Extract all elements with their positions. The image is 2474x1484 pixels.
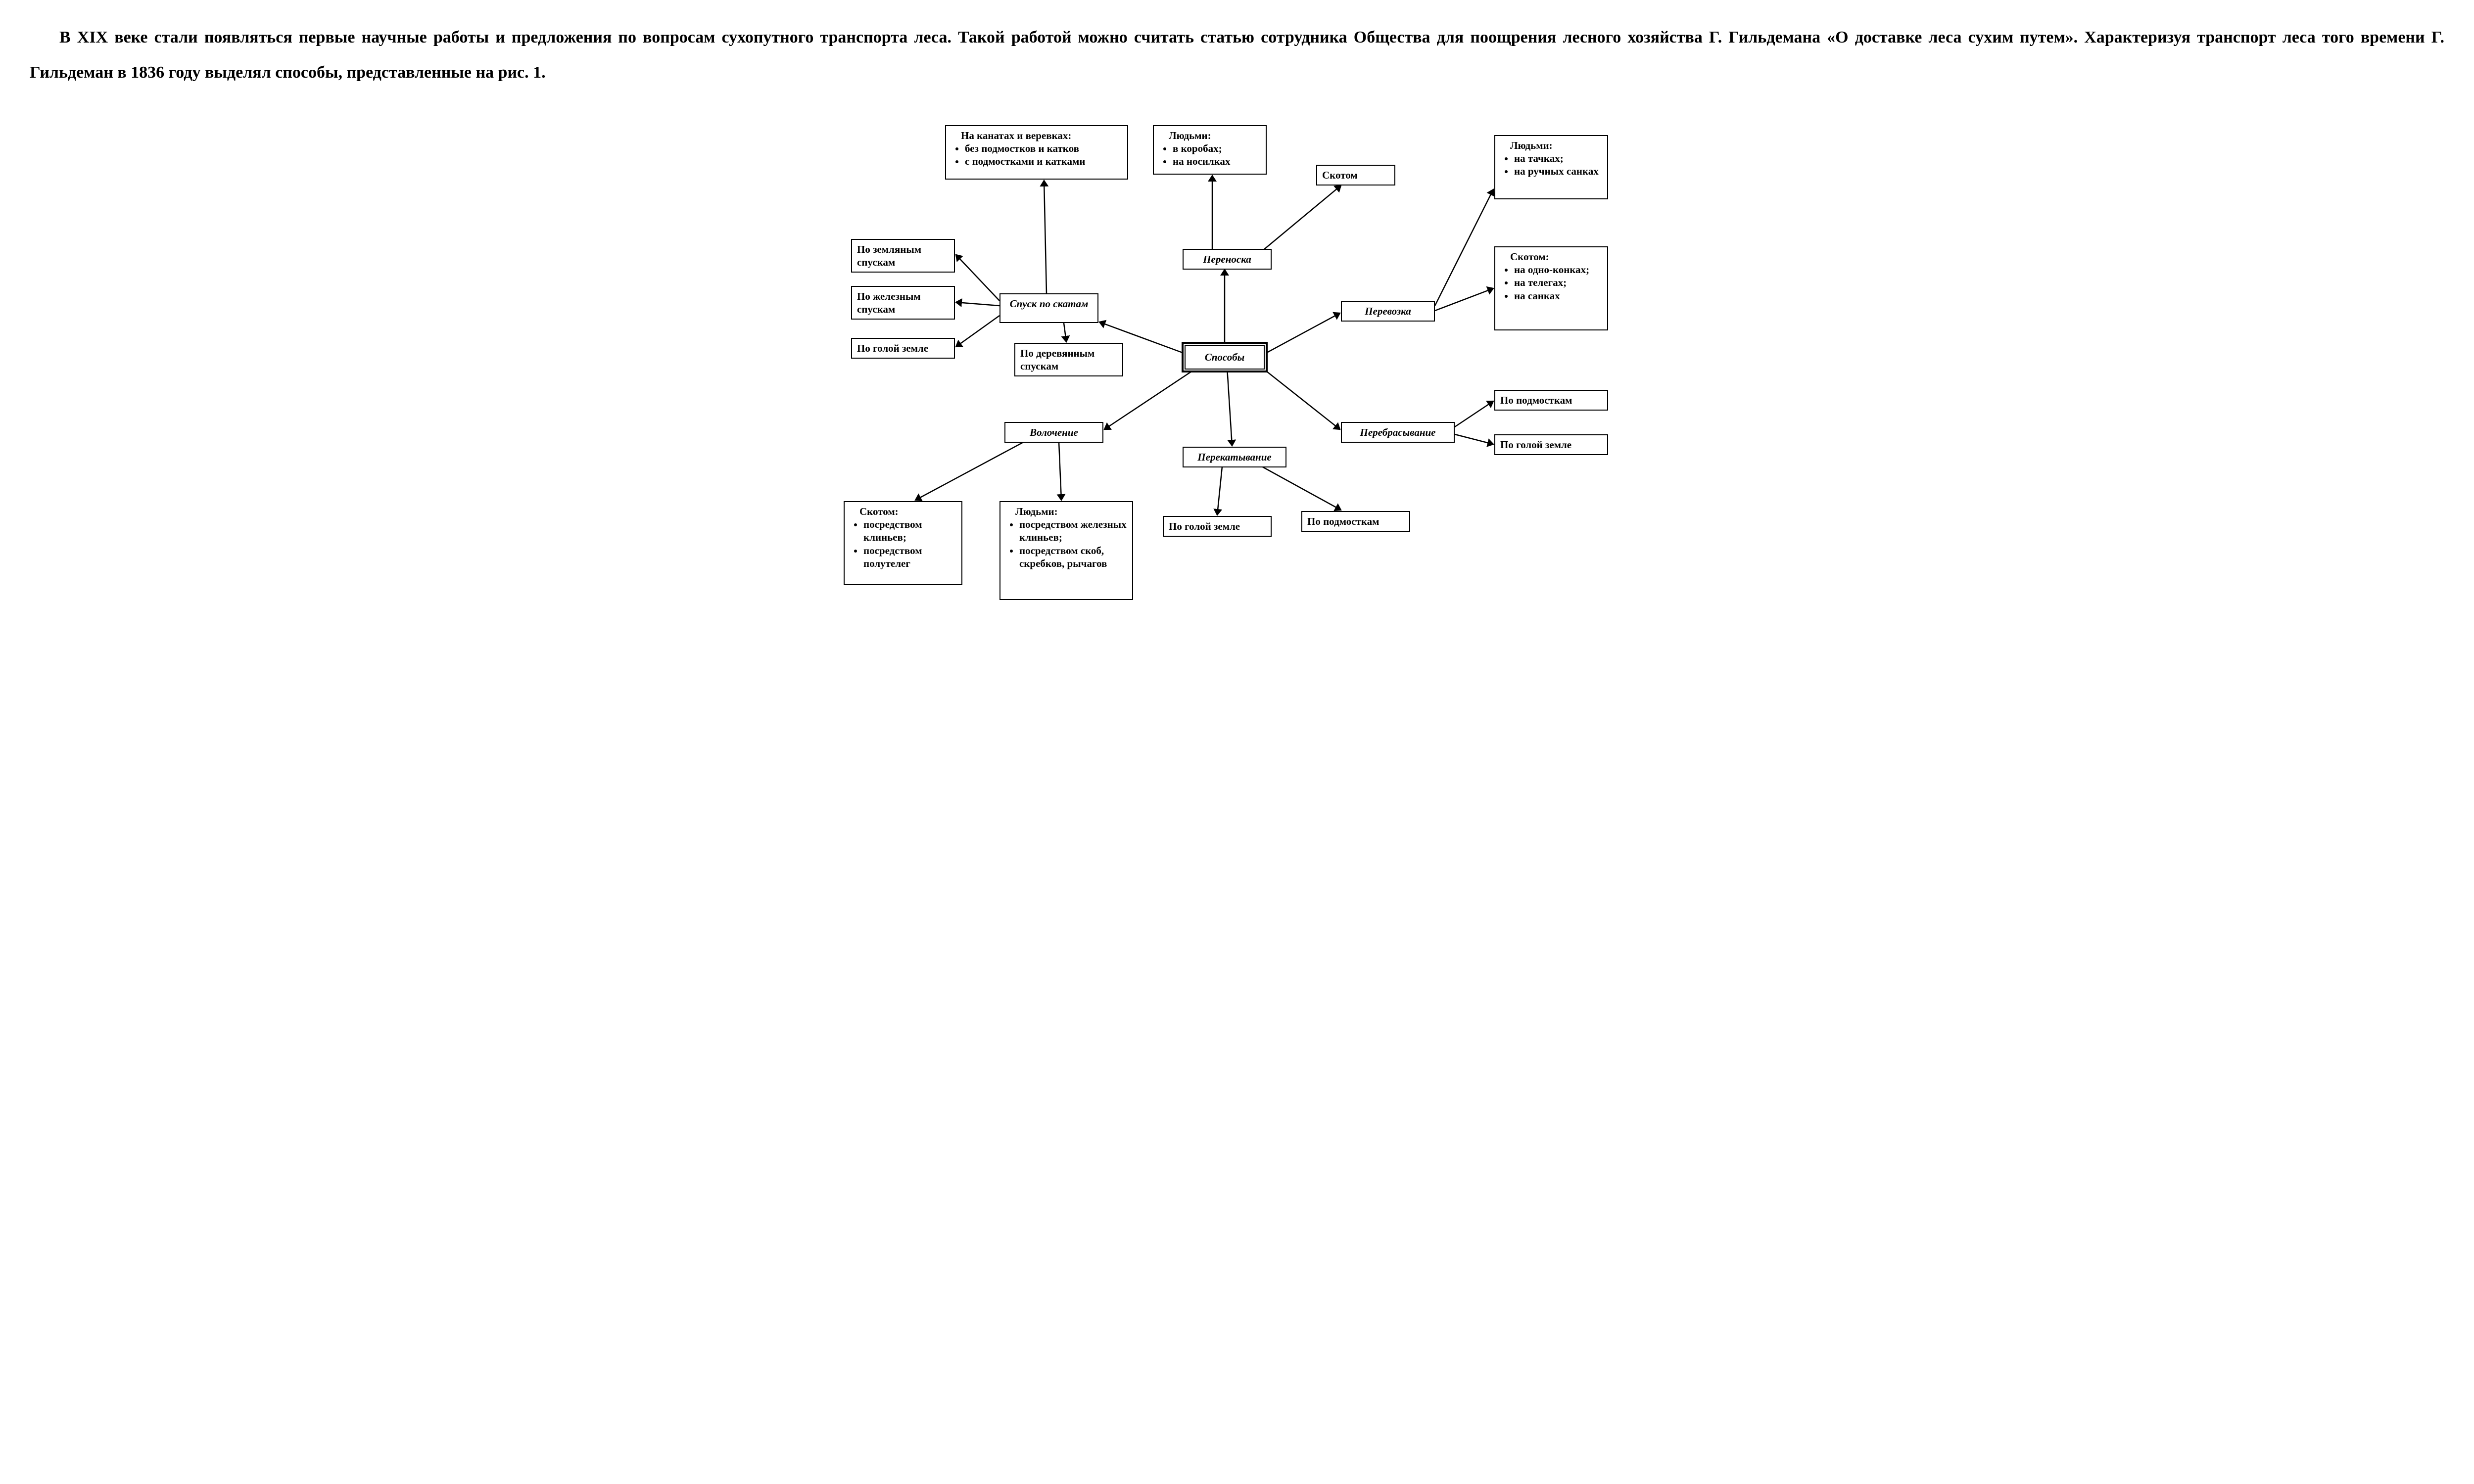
leaf-kanaty: На канатах и веревках: без подмостков и … xyxy=(945,125,1128,180)
node-perekatyvanie: Перекатывание xyxy=(1183,447,1286,467)
leaf-voloch-lyudi-b2: посредством скоб, скребков, рычагов xyxy=(1019,544,1127,570)
leaf-skotom: Скотом xyxy=(1316,165,1395,186)
leaf-goloi-1: По голой земле xyxy=(851,338,955,359)
leaf-perev-skot-b2: на телегах; xyxy=(1514,276,1602,289)
leaf-perev-skot-b1: на одно-конках; xyxy=(1514,263,1602,276)
leaf-perenoska-hdr: Людьми: xyxy=(1159,129,1261,142)
leaf-perevozka-lyudi: Людьми: на тачках; на ручных санках xyxy=(1494,135,1608,199)
leaf-perenoska-lyudi: Людьми: в коробах; на носилках xyxy=(1153,125,1267,175)
node-perenoska: Переноска xyxy=(1183,249,1272,270)
leaf-kanaty-b1: без подмостков и катков xyxy=(965,142,1122,155)
leaf-derev-spusk: По деревянным спускам xyxy=(1014,343,1123,377)
intro-paragraph: В XIX веке стали появляться первые научн… xyxy=(30,20,2444,91)
leaf-perenoska-b1: в коробах; xyxy=(1173,142,1261,155)
leaf-perev-lyudi-b1: на тачках; xyxy=(1514,152,1602,165)
leaf-zeml-spusk: По земляным спускам xyxy=(851,239,955,273)
leaf-voloch-skot-b1: посредством клиньев; xyxy=(863,518,956,544)
leaf-goloi-2: По голой земле xyxy=(1494,434,1608,455)
leaf-kanaty-hdr: На канатах и веревках: xyxy=(951,129,1122,142)
leaf-podmostkam-1: По подмосткам xyxy=(1494,390,1608,411)
node-spusk: Спуск по скатам xyxy=(999,293,1098,323)
leaf-voloch-lyudi: Людьми: посредством железных клиньев; по… xyxy=(999,501,1133,600)
leaf-kanaty-b2: с подмостками и катками xyxy=(965,155,1122,168)
leaf-perev-lyudi-hdr: Людьми: xyxy=(1500,139,1602,152)
leaf-goloi-3: По голой земле xyxy=(1163,516,1272,537)
leaf-perev-skot-hdr: Скотом: xyxy=(1500,250,1602,263)
node-root: Способы xyxy=(1183,343,1267,371)
leaf-perev-lyudi-b2: на ручных санках xyxy=(1514,165,1602,178)
leaf-perev-skot-b3: на санках xyxy=(1514,289,1602,302)
node-volochenie: Волочение xyxy=(1004,422,1103,443)
node-perevozka: Перевозка xyxy=(1341,301,1435,322)
leaf-voloch-skot-b2: посредством полутелег xyxy=(863,544,956,570)
leaf-perenoska-b2: на носилках xyxy=(1173,155,1261,168)
leaf-perevozka-skot: Скотом: на одно-конках; на телегах; на с… xyxy=(1494,246,1608,330)
leaf-voloch-lyudi-b1: посредством железных клиньев; xyxy=(1019,518,1127,544)
leaf-voloch-skot-hdr: Скотом: xyxy=(850,505,956,518)
leaf-zhel-spusk: По железным спускам xyxy=(851,286,955,320)
node-perebrasyvanie: Перебрасывание xyxy=(1341,422,1455,443)
methods-diagram: Способы Спуск по скатам Переноска Перево… xyxy=(816,105,1658,649)
leaf-podmostkam-2: По подмосткам xyxy=(1301,511,1410,532)
leaf-voloch-skot: Скотом: посредством клиньев; посредством… xyxy=(844,501,962,585)
leaf-voloch-lyudi-hdr: Людьми: xyxy=(1005,505,1127,518)
